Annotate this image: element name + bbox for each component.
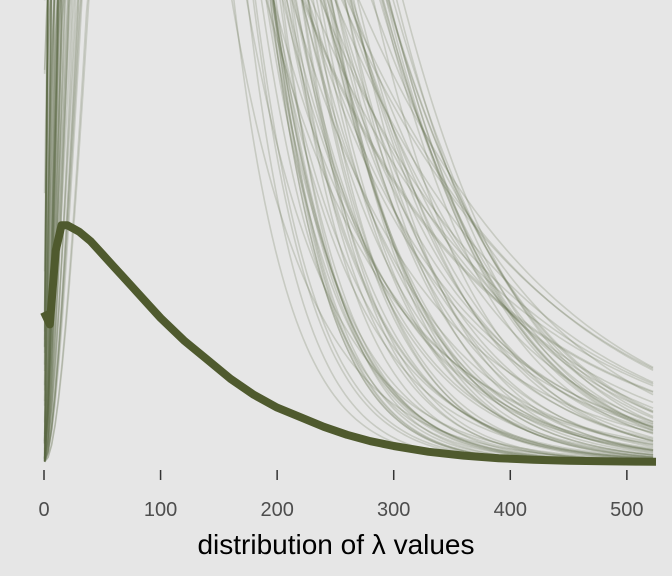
draw-line	[43, 0, 654, 442]
x-tick-label: 100	[144, 499, 177, 521]
draw-line	[304, 0, 654, 428]
draw-line	[43, 0, 654, 462]
draw-line	[307, 0, 654, 426]
draw-line	[43, 0, 654, 459]
draw-line	[43, 0, 654, 460]
draw-line	[43, 0, 654, 460]
draw-line	[43, 0, 654, 451]
draw-line	[43, 0, 654, 457]
draw-line	[43, 0, 654, 462]
draw-line	[285, 0, 654, 451]
draw-line	[43, 0, 654, 460]
draw-line	[334, 0, 654, 384]
draw-line	[43, 0, 654, 463]
draw-line	[43, 0, 654, 462]
draw-line	[43, 0, 654, 458]
draw-line	[43, 0, 654, 463]
draw-line	[43, 0, 654, 461]
draw-line	[310, 0, 654, 387]
draw-line	[43, 0, 654, 452]
draw-line	[43, 0, 654, 463]
draw-line	[43, 0, 654, 462]
draw-line	[43, 0, 654, 451]
draw-line	[43, 0, 654, 462]
draw-line	[43, 0, 654, 423]
draw-line	[43, 0, 654, 459]
draw-line	[43, 0, 654, 409]
draw-line	[302, 0, 654, 393]
draw-line	[43, 0, 654, 460]
draw-line	[43, 0, 654, 459]
x-tick-label: 0	[38, 499, 49, 521]
draw-line	[346, 0, 654, 372]
x-axis-title: distribution of λ values	[197, 529, 474, 560]
draw-line	[231, 0, 654, 461]
draw-line	[43, 0, 654, 413]
draw-line	[326, 0, 654, 404]
draw-line	[43, 0, 654, 456]
draw-line	[291, 0, 654, 433]
draw-lines	[43, 0, 654, 463]
mean-density-line	[40, 221, 657, 466]
draw-line	[245, 0, 654, 461]
x-tick-label: 300	[377, 499, 410, 521]
x-tick-label: 400	[494, 499, 527, 521]
draw-line	[43, 0, 654, 460]
draw-line	[43, 0, 654, 442]
draw-line	[43, 0, 654, 440]
draw-line	[43, 0, 654, 459]
draw-line	[43, 0, 654, 402]
draw-line	[43, 0, 654, 463]
draw-line	[43, 0, 654, 462]
draw-line	[43, 0, 654, 453]
x-tick-label: 500	[610, 499, 643, 521]
draw-line	[43, 0, 654, 446]
draw-line	[43, 0, 654, 456]
draw-line	[43, 0, 654, 462]
draw-line	[43, 0, 654, 462]
draw-line	[43, 0, 654, 462]
draw-line	[273, 0, 654, 445]
draw-line	[43, 0, 654, 461]
draw-line	[43, 0, 654, 460]
draw-line	[272, 0, 654, 459]
draw-line	[43, 0, 654, 460]
draw-line	[43, 0, 654, 458]
x-axis-ticks: 0 100 200 300 400 500	[38, 470, 644, 521]
draw-line	[301, 0, 654, 394]
draw-line	[43, 0, 654, 455]
draw-line	[43, 0, 654, 432]
draw-line	[319, 0, 654, 385]
draw-line	[43, 0, 654, 462]
draw-line	[43, 0, 654, 462]
draw-line	[282, 0, 654, 450]
draw-line	[265, 0, 654, 443]
draw-line	[43, 0, 654, 460]
draw-line	[43, 0, 654, 462]
draw-line	[43, 0, 654, 369]
draw-line	[43, 0, 654, 447]
x-tick-label: 200	[260, 499, 293, 521]
draw-line	[43, 0, 654, 462]
draw-line	[340, 0, 654, 370]
draw-line	[43, 0, 654, 462]
draw-line	[320, 0, 654, 427]
